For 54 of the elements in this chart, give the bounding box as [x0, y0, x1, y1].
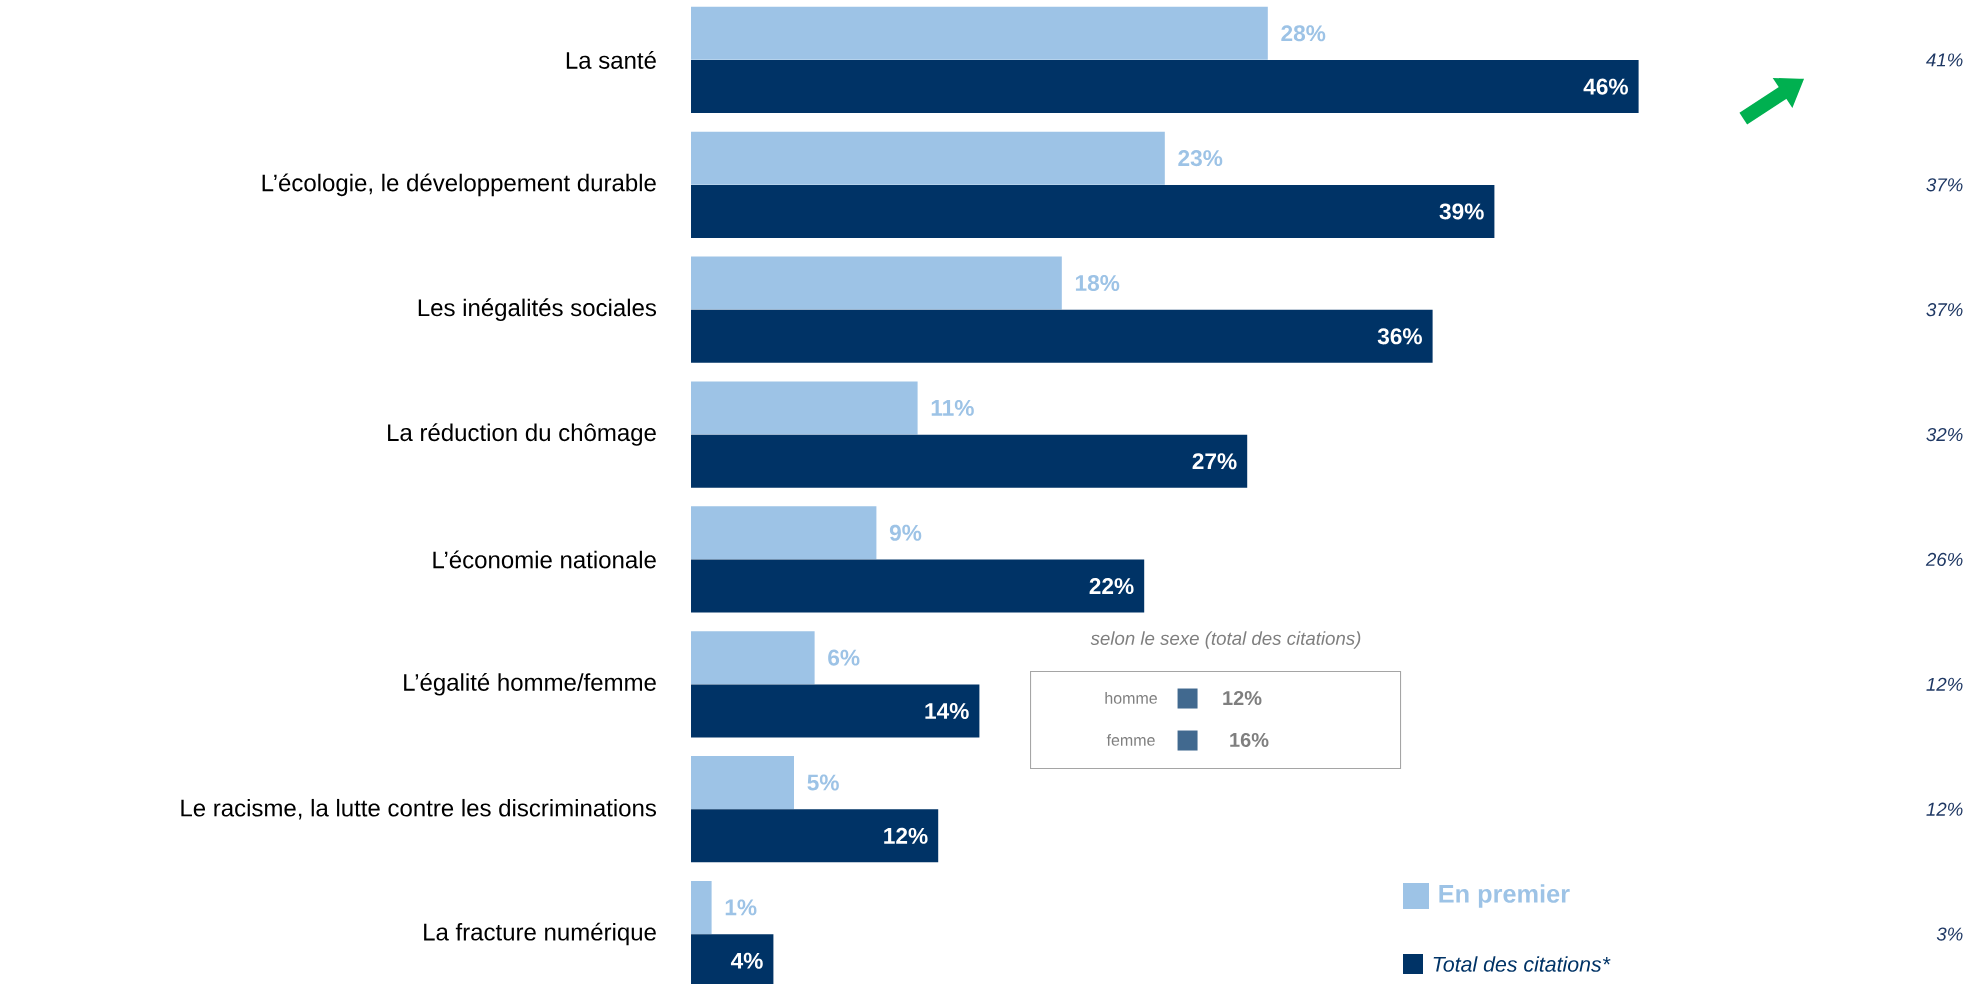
bar: [691, 309, 1433, 363]
data-label: 46%: [1583, 78, 1628, 95]
text: 37%: [1926, 303, 1963, 317]
text: 3%: [1936, 927, 1963, 941]
bar: [691, 60, 1639, 114]
bar: [691, 256, 1062, 310]
data-label: 6%: [828, 649, 860, 666]
y-tick-label: La fracture numérique: [424, 922, 656, 946]
data-label: 9%: [889, 524, 922, 541]
data-label: 14%: [925, 703, 969, 719]
y-tick-label: La réduction du chômage: [388, 423, 656, 446]
data-label: 23%: [1178, 150, 1223, 167]
data-label: 11%: [931, 399, 974, 416]
bar: [691, 434, 1248, 488]
y-tick-label: La santé: [566, 50, 656, 69]
annotation: homme: [1105, 692, 1157, 704]
bar: [691, 184, 1495, 238]
bar: [691, 631, 815, 685]
text: 26%: [1925, 552, 1963, 567]
data-label: 39%: [1439, 203, 1484, 220]
annotation: 12%: [1223, 690, 1262, 706]
bar: [691, 684, 980, 738]
y-tick-label: L’égalité homme/femme: [404, 672, 656, 696]
legend-label: En premier: [1439, 884, 1570, 908]
bar: [691, 756, 795, 810]
y-tick-label: Les inégalités sociales: [418, 298, 657, 321]
annotation: femme: [1106, 734, 1155, 746]
legend-label: Total des citations*: [1433, 956, 1611, 972]
text: 12%: [1926, 802, 1963, 816]
bar: [691, 559, 1145, 613]
data-label: 1%: [725, 899, 757, 916]
data-label: 27%: [1192, 453, 1237, 470]
bar: [691, 131, 1165, 185]
data-label: 4%: [730, 952, 763, 969]
text: 37%: [1926, 178, 1963, 192]
data-label: 36%: [1377, 328, 1422, 345]
y-tick-label: L’économie nationale: [433, 550, 656, 569]
bar: [691, 381, 918, 435]
bar: [691, 809, 939, 863]
data-label: 5%: [807, 774, 839, 791]
text: 12%: [1926, 677, 1963, 691]
bar: [691, 6, 1268, 60]
text: 32%: [1926, 427, 1963, 442]
y-tick-label: Le racisme, la lutte contre les discriminations: [181, 798, 657, 820]
data-label: 18%: [1075, 274, 1120, 292]
text: 41%: [1926, 53, 1963, 67]
data-label: 12%: [884, 827, 928, 844]
data-label: 22%: [1089, 578, 1134, 595]
bar: [691, 506, 877, 560]
annotation: 16%: [1230, 732, 1269, 748]
bar: [691, 880, 712, 934]
annotation: selon le sexe (total des citations): [1090, 631, 1361, 649]
data-label: 28%: [1281, 25, 1326, 42]
y-tick-label: L’écologie, le développement durable: [262, 173, 656, 197]
